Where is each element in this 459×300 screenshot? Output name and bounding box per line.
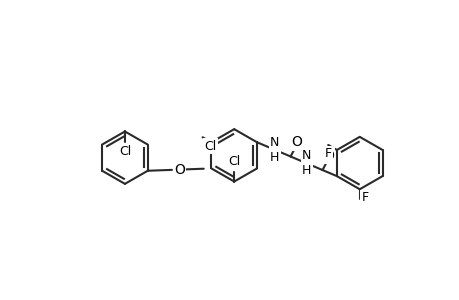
Text: O: O xyxy=(174,163,185,177)
Text: N
H: N H xyxy=(269,136,279,164)
Text: O: O xyxy=(291,135,302,149)
Text: Cl: Cl xyxy=(204,140,216,153)
Text: F: F xyxy=(324,147,331,160)
Text: O: O xyxy=(323,149,333,163)
Text: N
H: N H xyxy=(301,149,311,177)
Text: F: F xyxy=(360,191,368,204)
Text: Cl: Cl xyxy=(118,145,131,158)
Text: Cl: Cl xyxy=(228,155,240,168)
